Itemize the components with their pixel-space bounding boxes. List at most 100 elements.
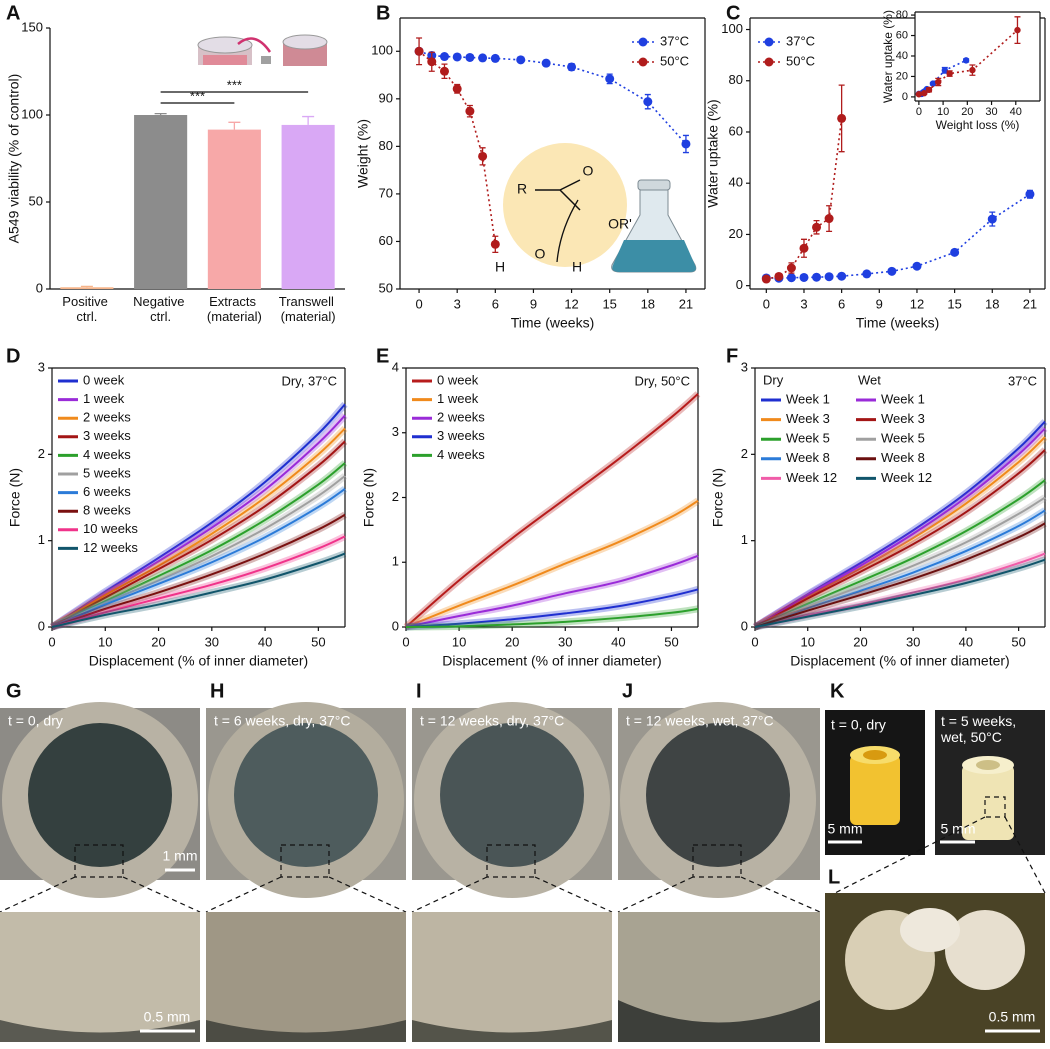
- x-tick-label: 9: [876, 296, 883, 311]
- y-tick-label: 50: [29, 193, 43, 208]
- data-point: [1025, 189, 1035, 199]
- data-point: [925, 86, 933, 94]
- y-tick-label: 100: [371, 43, 393, 58]
- x-tick-label: 10: [98, 634, 112, 649]
- data-point: [799, 272, 809, 282]
- data-point: [887, 266, 897, 276]
- panel-label: C: [726, 2, 740, 24]
- scale-bar-label: 5 mm: [941, 821, 976, 837]
- series-line: [51, 414, 346, 628]
- photo-caption: t = 0, dry: [8, 713, 63, 729]
- legend-label: Week 3: [786, 411, 830, 426]
- legend-label: 50°C: [786, 53, 815, 68]
- y-tick-label: 2: [392, 489, 399, 504]
- series-line: [754, 522, 1046, 628]
- x-tick-label: 12: [910, 296, 924, 311]
- y-tick-label: 3: [392, 424, 399, 439]
- x-tick-label: 50: [311, 634, 325, 649]
- scheme-label: O: [535, 246, 546, 262]
- legend-label: 37°C: [786, 33, 815, 48]
- data-point: [929, 80, 937, 87]
- data-point: [465, 106, 475, 116]
- y-tick-label: 60: [379, 233, 393, 248]
- data-point: [1014, 26, 1021, 34]
- x-tick-label: 0: [751, 634, 758, 649]
- data-point: [452, 84, 462, 94]
- x-tick-label: 12: [564, 296, 578, 311]
- panel-label: G: [6, 680, 22, 702]
- x-tick-label: 21: [1023, 296, 1037, 311]
- y-tick-label: 0: [392, 618, 399, 633]
- data-point: [912, 261, 922, 271]
- legend-label: 1 week: [437, 391, 479, 406]
- photo-panel: t = 12 weeks, dry, 37°C I: [411, 680, 613, 1042]
- legend-label: Week 5: [881, 431, 925, 446]
- legend-label: 1 week: [83, 391, 125, 406]
- bar: [207, 129, 261, 289]
- x-tick-label: 30: [205, 634, 219, 649]
- y-axis-label: Force (N): [7, 468, 23, 527]
- y-tick-label: 3: [38, 359, 45, 374]
- x-tick-label: 0: [415, 296, 422, 311]
- series-line: [405, 607, 699, 628]
- data-point: [478, 151, 488, 161]
- x-tick-label: 18: [641, 296, 655, 311]
- series-line: [51, 535, 346, 628]
- x-tick-label: 20: [151, 634, 165, 649]
- data-point: [946, 70, 953, 77]
- y-tick-label: 100: [721, 21, 743, 36]
- x-tick-label: 40: [258, 634, 272, 649]
- data-point: [605, 74, 615, 84]
- series-line: [754, 449, 1046, 628]
- data-point: [681, 139, 691, 149]
- data-point: [439, 66, 449, 76]
- scheme-label: H: [572, 259, 582, 275]
- panel-label: E: [376, 345, 389, 367]
- y-tick-label: 1: [392, 554, 399, 569]
- x-tick-label: 15: [947, 296, 961, 311]
- data-point: [987, 214, 997, 224]
- y-tick-label: 0: [736, 277, 743, 292]
- data-point: [941, 67, 948, 74]
- series-line: [754, 479, 1046, 628]
- photo-caption: t = 6 weeks, dry, 37°C: [214, 713, 350, 729]
- legend-label: Week 12: [786, 470, 837, 485]
- x-tick-label: 30: [985, 106, 997, 118]
- series-band: [404, 497, 700, 631]
- photo-panel: 0.5 mm L: [825, 816, 1046, 1043]
- data-point: [935, 78, 942, 86]
- data-point: [921, 90, 928, 97]
- y-tick-label: 40: [896, 50, 908, 62]
- x-tick-label: 3: [454, 296, 461, 311]
- series-line: [405, 554, 699, 628]
- photo-caption: t = 0, dry: [831, 717, 886, 733]
- x-tick-label: Transwell (material): [279, 294, 338, 324]
- data-point: [812, 272, 822, 282]
- y-axis-label: Water uptake (%): [881, 10, 895, 103]
- y-tick-label: 2: [741, 446, 748, 461]
- series-line: [754, 558, 1046, 628]
- y-tick-label: 40: [729, 175, 743, 190]
- x-tick-label: Negative ctrl.: [133, 294, 188, 324]
- data-point: [761, 274, 771, 284]
- significance-label: ***: [227, 77, 242, 92]
- x-axis-label: Time (weeks): [511, 315, 595, 331]
- x-axis-label: Displacement (% of inner diameter): [442, 653, 661, 669]
- y-tick-label: 90: [379, 90, 393, 105]
- error-bar: [80, 285, 93, 288]
- y-axis-label: Force (N): [361, 468, 377, 527]
- panel-label: F: [726, 345, 738, 367]
- x-tick-label: 30: [558, 634, 572, 649]
- series-line: [51, 440, 346, 628]
- scheme-label: O: [583, 163, 594, 179]
- x-tick-label: 9: [530, 296, 537, 311]
- y-tick-label: 2: [38, 446, 45, 461]
- data-point: [414, 46, 424, 56]
- data-point: [490, 53, 500, 63]
- x-tick-label: 20: [961, 106, 973, 118]
- series-line: [51, 403, 346, 628]
- series-line: [51, 462, 346, 628]
- y-tick-label: 0: [36, 280, 43, 295]
- bar: [134, 115, 188, 289]
- legend-label: 50°C: [660, 53, 689, 68]
